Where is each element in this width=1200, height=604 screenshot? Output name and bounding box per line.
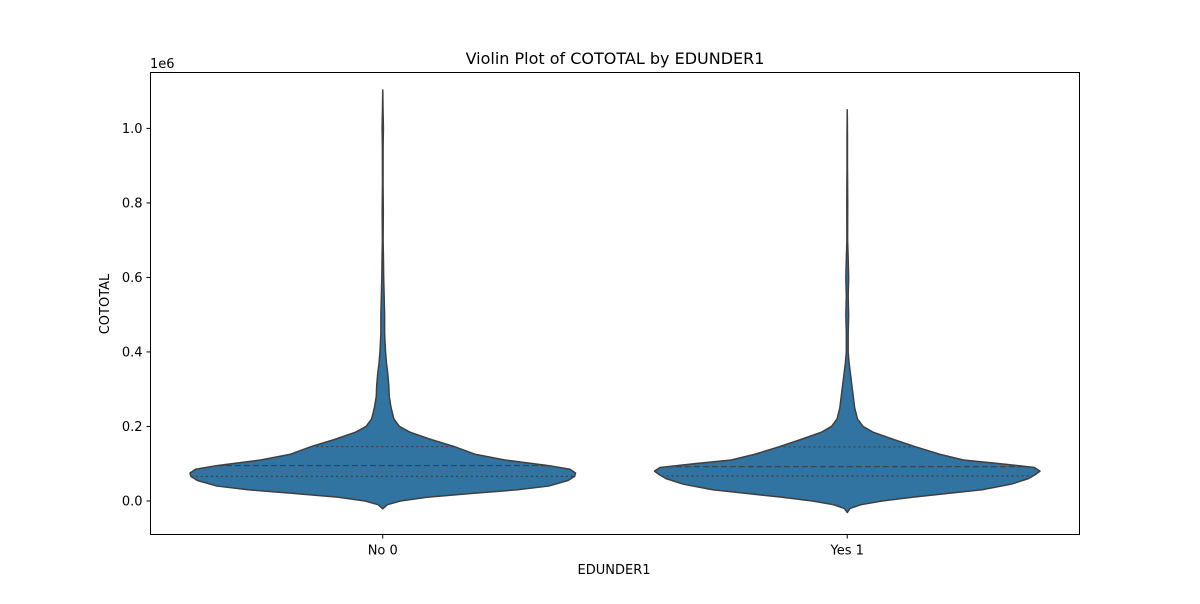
x-axis-ticks: No 0 Yes 1	[368, 534, 864, 559]
violin-body	[189, 89, 577, 510]
y-axis-ticks: 0.0 0.2 0.4 0.6 0.8 1.0	[122, 122, 151, 509]
y-tick-label: 0.2	[122, 420, 143, 435]
x-axis-label: EDUNDER1	[578, 563, 651, 578]
plot-frame	[150, 72, 1080, 535]
y-tick-label: 0.0	[122, 494, 143, 509]
violins-layer	[189, 89, 1041, 514]
y-tick-label: 0.8	[122, 196, 143, 211]
chart-title: Violin Plot of COTOTAL by EDUNDER1	[466, 49, 765, 68]
violin-group	[189, 89, 577, 510]
y-tick-label: 1.0	[122, 122, 143, 137]
x-tick-label: Yes 1	[830, 544, 864, 559]
violin-body	[653, 109, 1041, 514]
y-tick-label: 0.4	[122, 345, 143, 360]
y-axis-label: COTOTAL	[98, 273, 113, 334]
x-tick-label: No 0	[368, 544, 398, 559]
y-scale-label: 1e6	[150, 57, 175, 72]
violin-group	[653, 109, 1041, 514]
y-tick-label: 0.6	[122, 271, 143, 286]
